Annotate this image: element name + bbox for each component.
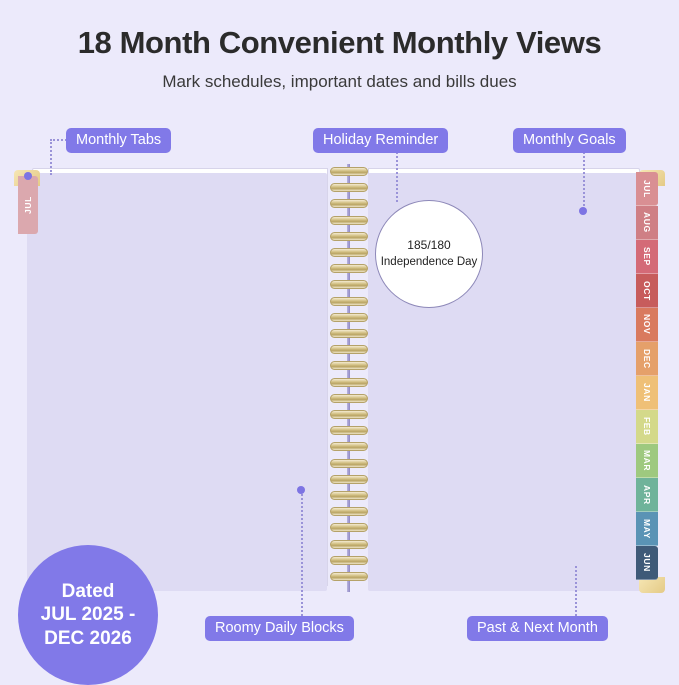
paper-stack-left	[27, 173, 327, 591]
marker-dot-goals	[579, 207, 587, 215]
callout-dated-badge: Dated JUL 2025 - DEC 2026	[18, 545, 158, 685]
callout-monthly-tabs: Monthly Tabs	[66, 128, 172, 153]
month-tab-jul[interactable]: JUL	[636, 172, 658, 206]
callout-roomy-daily-blocks: Roomy Daily Blocks	[205, 616, 354, 641]
connector-pastnext-v	[575, 566, 577, 616]
month-tab-mar[interactable]: MAR	[636, 444, 658, 478]
spiral-coil	[330, 264, 368, 274]
month-tab-strip[interactable]: JUL AUG SEP OCT NOV DEC JAN FEB MAR APR MAY JUN	[636, 172, 658, 580]
page-subtitle: Mark schedules, important dates and bill…	[162, 72, 517, 92]
connector-goals-v	[583, 152, 585, 210]
gold-corner-right-bottom	[639, 577, 665, 593]
connector-roomy-v	[301, 490, 303, 616]
spiral-coil	[330, 199, 368, 209]
spiral-coil	[330, 248, 368, 257]
month-tab-jun[interactable]: JUN	[636, 546, 658, 580]
magnifier-holiday-name: Independence Day	[380, 256, 478, 269]
spiral-coil	[330, 539, 368, 549]
spiral-coil	[330, 183, 368, 193]
spiral-coil	[330, 474, 368, 484]
month-tab-may[interactable]: MAY	[636, 512, 658, 546]
month-tab-oct[interactable]: OCT	[636, 274, 658, 308]
callout-holiday-reminder: Holiday Reminder	[313, 128, 449, 153]
spiral-coil	[330, 572, 368, 581]
callout-monthly-goals: Monthly Goals	[513, 128, 626, 153]
month-tab-left-jul[interactable]: JUL	[18, 176, 38, 234]
spiral-coil	[330, 215, 368, 225]
spiral-coil	[330, 410, 368, 419]
marker-dot-monthly-tabs	[24, 172, 32, 180]
month-tab-dec[interactable]: DEC	[636, 342, 658, 376]
dated-line-2: JUL 2025 -	[40, 604, 136, 626]
page-title: 18 Month Convenient Monthly Views	[77, 25, 602, 60]
spiral-coil	[330, 377, 368, 387]
month-tab-sep[interactable]: SEP	[636, 240, 658, 274]
spiral-coil	[330, 458, 368, 468]
marker-dot-roomy	[297, 486, 305, 494]
holiday-magnifier: 185/180 Independence Day	[375, 200, 483, 308]
magnifier-day-count: 185/180	[407, 238, 451, 253]
spiral-coil	[330, 491, 368, 500]
month-tab-aug[interactable]: AUG	[636, 206, 658, 240]
spiral-coil	[330, 280, 368, 290]
spiral-coil	[330, 442, 368, 452]
spiral-coil	[330, 231, 368, 241]
connector-holiday-v	[396, 152, 398, 202]
spiral-coil	[330, 329, 368, 338]
spiral-coil	[330, 312, 368, 322]
spiral-coil	[330, 296, 368, 306]
spiral-coil	[330, 393, 368, 403]
connector-monthly-tabs-h	[50, 139, 70, 141]
month-tab-apr[interactable]: APR	[636, 478, 658, 512]
spiral-coil	[330, 345, 368, 355]
connector-monthly-tabs-v	[50, 139, 52, 175]
dated-line-1: Dated	[61, 581, 115, 603]
spiral-coil	[330, 555, 368, 565]
spiral-coil	[330, 507, 368, 517]
spiral-coil	[330, 167, 368, 176]
dated-line-3: DEC 2026	[44, 627, 132, 649]
month-tab-nov[interactable]: NOV	[636, 308, 658, 342]
hero-section: 18 Month Convenient Monthly Views Mark s…	[0, 0, 679, 92]
callout-past-next-month: Past & Next Month	[467, 616, 608, 641]
planner-spread: 2025 July SMTW Notes1182/183Canada DayFa…	[10, 164, 670, 592]
month-tab-feb[interactable]: FEB	[636, 410, 658, 444]
month-tab-jan[interactable]: JAN	[636, 376, 658, 410]
spiral-coil	[330, 361, 368, 371]
spiral-coil	[330, 523, 368, 533]
spiral-coil	[330, 426, 368, 436]
spiral-binding	[328, 164, 370, 592]
